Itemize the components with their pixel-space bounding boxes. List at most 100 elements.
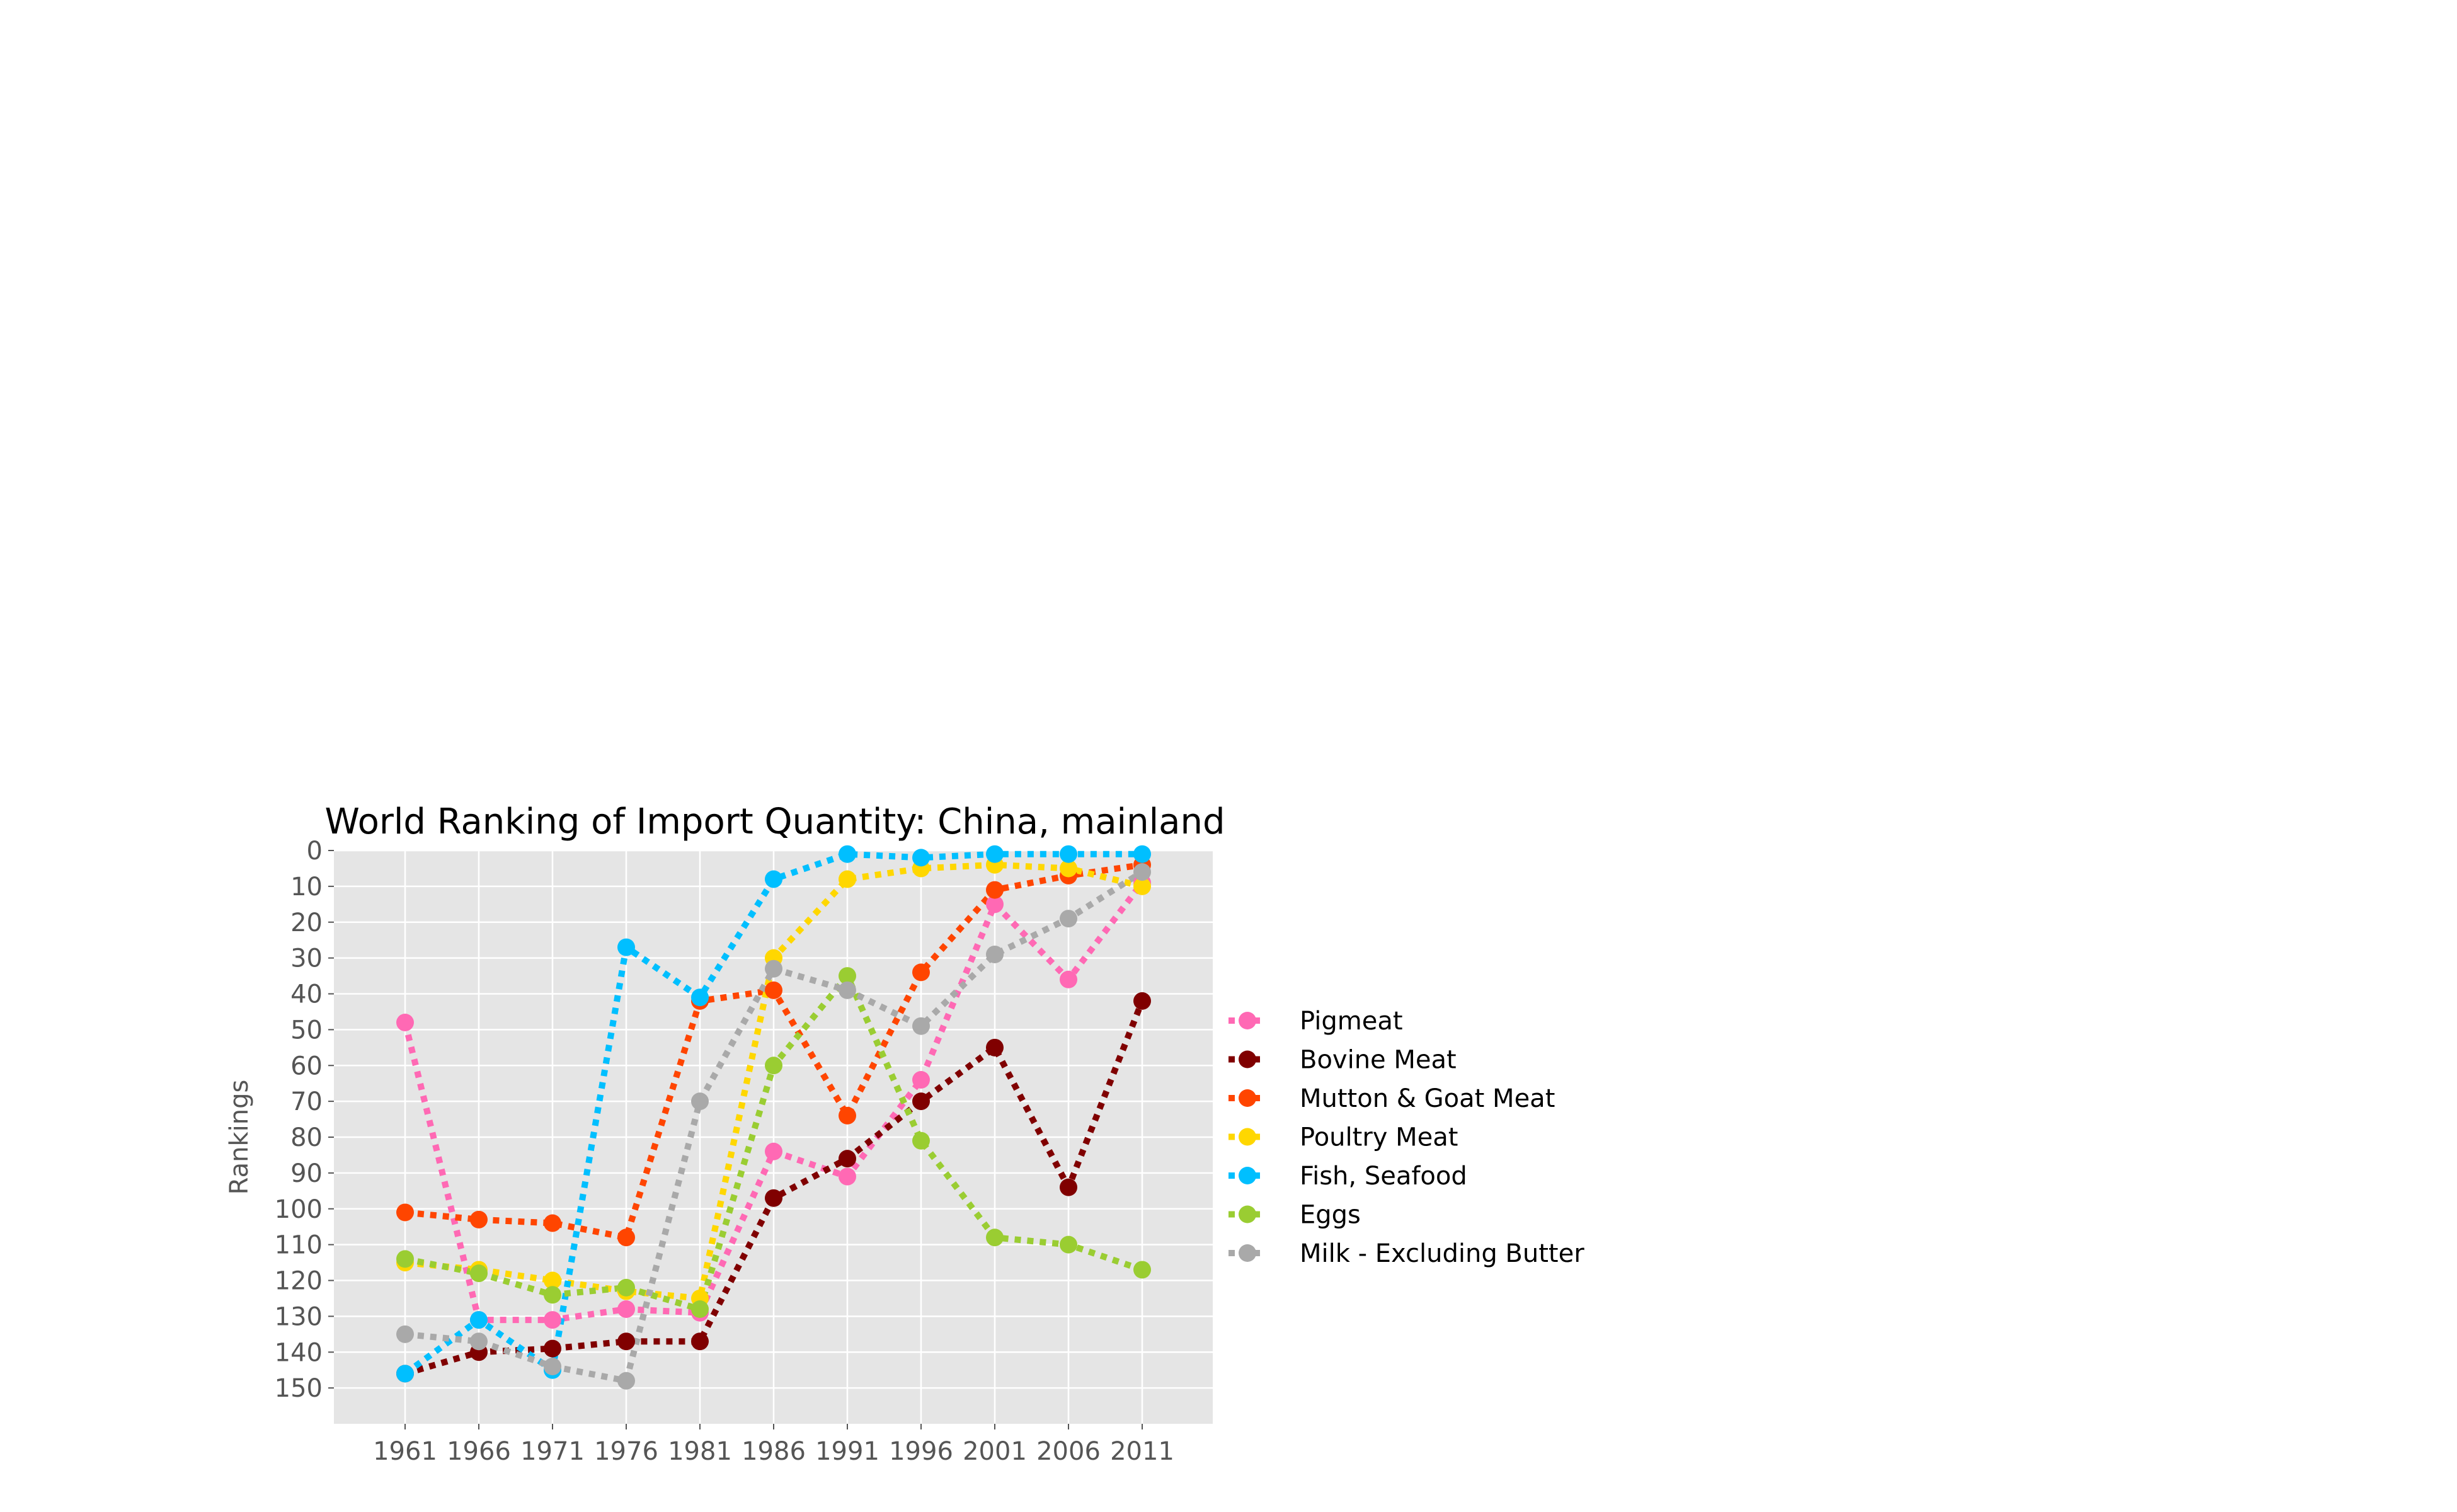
data-point-fish-seafood: [1133, 845, 1151, 863]
y-tick-label: 70: [290, 1087, 323, 1116]
series-line-fish-seafood: [403, 850, 1142, 1377]
data-point-eggs: [765, 1057, 782, 1075]
data-point-milk-excluding-butter: [544, 1358, 561, 1375]
data-point-fish-seafood: [1060, 845, 1077, 863]
x-tick-label: 2006: [1036, 1437, 1101, 1466]
legend-item-poultry-meat: Poultry Meat: [1228, 1123, 1458, 1152]
data-point-fish-seafood: [617, 938, 635, 956]
data-point-eggs: [691, 1300, 709, 1318]
x-tick-label: 1966: [447, 1437, 511, 1466]
y-tick-label: 80: [290, 1123, 323, 1152]
legend-label: Fish, Seafood: [1300, 1162, 1467, 1191]
legend-label: Mutton & Goat Meat: [1300, 1084, 1555, 1113]
data-point-mutton-goat-meat: [765, 981, 782, 999]
x-tick-label: 2011: [1110, 1437, 1174, 1466]
legend-item-bovine-meat: Bovine Meat: [1228, 1046, 1457, 1075]
grid: [334, 849, 1213, 1424]
data-point-bovine-meat: [1060, 1178, 1077, 1196]
legend-item-eggs: Eggs: [1228, 1201, 1361, 1230]
data-point-bovine-meat: [839, 1150, 856, 1168]
data-point-bovine-meat: [986, 1038, 1004, 1057]
y-tick-label: 100: [275, 1195, 323, 1224]
x-tick-label: 1981: [668, 1437, 732, 1466]
data-point-mutton-goat-meat: [617, 1228, 635, 1247]
y-tick-label: 30: [290, 944, 323, 973]
data-point-eggs: [1133, 1261, 1151, 1279]
x-tick-label: 2001: [963, 1437, 1027, 1466]
data-point-fish-seafood: [470, 1311, 488, 1329]
data-point-mutton-goat-meat: [839, 1106, 856, 1125]
data-point-bovine-meat: [691, 1332, 709, 1351]
data-point-mutton-goat-meat: [470, 1210, 488, 1228]
y-tick-label: 120: [275, 1267, 323, 1296]
data-point-mutton-goat-meat: [544, 1214, 561, 1232]
data-point-pigmeat: [986, 895, 1004, 914]
data-point-mutton-goat-meat: [396, 1203, 414, 1222]
data-point-bovine-meat: [1133, 992, 1151, 1010]
y-tick-label: 140: [275, 1338, 323, 1367]
data-point-poultry-meat: [1060, 859, 1077, 878]
y-tick-label: 50: [290, 1016, 323, 1045]
y-axis-ticks: 0 10 20 30 40 50 60 70 80 90 100 110 120 130 140 150: [275, 837, 334, 1403]
data-point-poultry-meat: [1133, 877, 1151, 895]
legend-swatch-marker: [1239, 1050, 1256, 1068]
data-point-fish-seafood: [912, 849, 930, 867]
legend-label: Eggs: [1300, 1201, 1361, 1230]
data-point-bovine-meat: [912, 1092, 930, 1111]
x-tick-label: 1976: [594, 1437, 658, 1466]
data-point-mutton-goat-meat: [912, 963, 930, 982]
data-point-pigmeat: [617, 1300, 635, 1318]
x-tick-label: 1971: [520, 1437, 585, 1466]
data-point-milk-excluding-butter: [765, 959, 782, 978]
data-point-pigmeat: [1060, 970, 1077, 988]
data-point-milk-excluding-butter: [912, 1017, 930, 1035]
data-point-mutton-goat-meat: [986, 881, 1004, 899]
legend-label: Poultry Meat: [1300, 1123, 1458, 1152]
data-point-eggs: [544, 1286, 561, 1304]
y-tick-label: 90: [290, 1159, 323, 1188]
data-point-fish-seafood: [986, 845, 1004, 863]
data-point-pigmeat: [544, 1311, 561, 1329]
y-axis-label: Rankings: [225, 1080, 254, 1195]
y-tick-label: 40: [290, 980, 323, 1009]
legend-label: Pigmeat: [1300, 1007, 1403, 1036]
series-points: [396, 845, 1151, 1390]
x-axis-ticks: 1961 1966 1971 1976 1981 1986 1991 1996 2001 2006…: [373, 1424, 1174, 1466]
data-point-eggs: [839, 967, 856, 985]
y-tick-label: 110: [275, 1231, 323, 1260]
data-point-milk-excluding-butter: [691, 1092, 709, 1111]
data-point-eggs: [912, 1131, 930, 1150]
y-tick-label: 10: [290, 873, 323, 902]
legend-swatch-marker: [1239, 1167, 1256, 1184]
data-point-fish-seafood: [691, 988, 709, 1007]
x-tick-label: 1961: [373, 1437, 437, 1466]
legend-label: Milk - Excluding Butter: [1300, 1239, 1584, 1268]
data-point-pigmeat: [912, 1071, 930, 1089]
chart-title: World Ranking of Import Quantity: China,…: [324, 801, 1225, 842]
y-tick-label: 0: [307, 837, 323, 866]
data-point-milk-excluding-butter: [1060, 910, 1077, 928]
data-point-eggs: [1060, 1235, 1077, 1254]
legend-swatch-marker: [1239, 1205, 1256, 1223]
data-point-eggs: [470, 1264, 488, 1283]
legend: Pigmeat Bovine Meat Mutton & Goat Meat Poul…: [1228, 1007, 1584, 1268]
data-point-bovine-meat: [765, 1189, 782, 1207]
data-point-pigmeat: [765, 1142, 782, 1160]
data-point-eggs: [617, 1278, 635, 1297]
data-point-milk-excluding-butter: [839, 981, 856, 999]
data-point-fish-seafood: [765, 870, 782, 888]
data-point-poultry-meat: [839, 870, 856, 888]
legend-swatch-marker: [1239, 1128, 1256, 1146]
data-point-pigmeat: [396, 1014, 414, 1031]
legend-item-milk-excluding-butter: Milk - Excluding Butter: [1228, 1239, 1584, 1268]
data-point-milk-excluding-butter: [986, 945, 1004, 963]
legend-item-pigmeat: Pigmeat: [1228, 1007, 1403, 1036]
legend-item-fish-seafood: Fish, Seafood: [1228, 1162, 1467, 1191]
data-point-eggs: [396, 1250, 414, 1268]
data-point-milk-excluding-butter: [1133, 863, 1151, 881]
x-tick-label: 1986: [742, 1437, 806, 1466]
x-tick-label: 1996: [889, 1437, 953, 1466]
data-point-milk-excluding-butter: [470, 1332, 488, 1351]
data-point-milk-excluding-butter: [396, 1325, 414, 1343]
data-point-fish-seafood: [839, 845, 856, 863]
